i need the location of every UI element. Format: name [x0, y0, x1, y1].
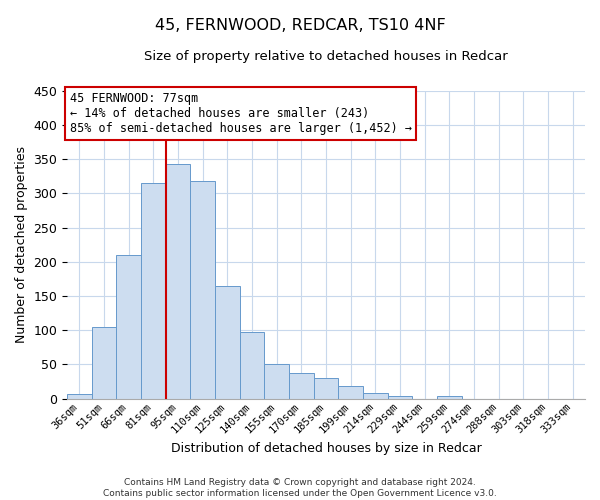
Bar — [92, 327, 116, 398]
Text: Contains HM Land Registry data © Crown copyright and database right 2024.
Contai: Contains HM Land Registry data © Crown c… — [103, 478, 497, 498]
Bar — [388, 396, 412, 398]
Bar — [314, 378, 338, 398]
Bar — [240, 332, 265, 398]
Bar — [215, 286, 240, 399]
Text: 45 FERNWOOD: 77sqm
← 14% of detached houses are smaller (243)
85% of semi-detach: 45 FERNWOOD: 77sqm ← 14% of detached hou… — [70, 92, 412, 135]
Text: 45, FERNWOOD, REDCAR, TS10 4NF: 45, FERNWOOD, REDCAR, TS10 4NF — [155, 18, 445, 32]
Bar — [67, 394, 92, 398]
X-axis label: Distribution of detached houses by size in Redcar: Distribution of detached houses by size … — [171, 442, 481, 455]
Bar — [190, 181, 215, 398]
Bar — [141, 183, 166, 398]
Bar — [116, 255, 141, 398]
Bar — [437, 396, 462, 398]
Bar — [265, 364, 289, 398]
Y-axis label: Number of detached properties: Number of detached properties — [15, 146, 28, 343]
Bar — [289, 374, 314, 398]
Bar — [166, 164, 190, 398]
Title: Size of property relative to detached houses in Redcar: Size of property relative to detached ho… — [144, 50, 508, 63]
Bar — [363, 393, 388, 398]
Bar — [338, 386, 363, 398]
